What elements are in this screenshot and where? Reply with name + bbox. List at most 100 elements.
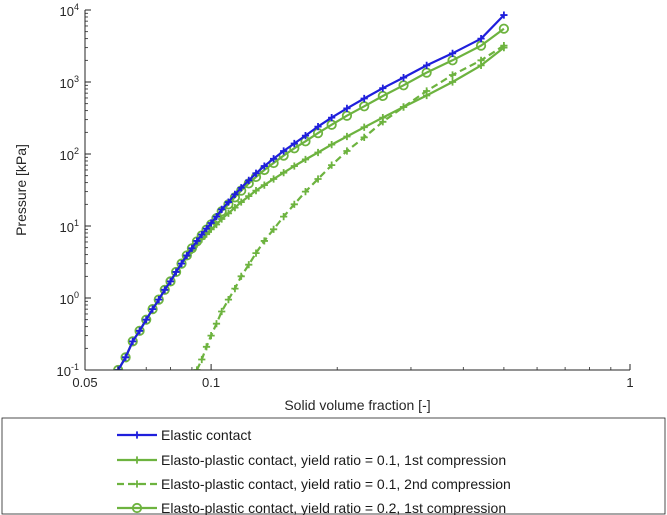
data-point [343, 132, 351, 141]
data-point [202, 343, 211, 351]
data-point [500, 11, 508, 19]
data-point [423, 91, 431, 100]
data-point [120, 352, 131, 363]
legend-item-1: Elastic contact [117, 427, 251, 443]
data-point [245, 192, 253, 200]
x-tick-label: 1 [626, 375, 633, 390]
data-point [270, 175, 278, 183]
data-point [224, 198, 233, 206]
data-point [448, 49, 457, 57]
data-point [260, 162, 268, 170]
data-point [477, 35, 485, 43]
data-point [280, 169, 288, 177]
data-point [245, 261, 253, 269]
data-point [218, 307, 226, 316]
y-tick-label: 100 [60, 290, 79, 307]
legend-marker [133, 480, 141, 488]
legend: Elastic contact Elasto-plastic contact, y… [1, 417, 666, 515]
data-point [129, 337, 137, 345]
y-tick-label: 102 [60, 146, 79, 163]
data-point [224, 296, 233, 304]
data-point [280, 213, 288, 221]
legend-marker [131, 502, 143, 514]
data-point [301, 132, 310, 140]
x-axis-title: Solid volume fraction [-] [284, 397, 430, 413]
legend-item-4: Elasto-plastic contact, yield ratio = 0.… [117, 500, 506, 515]
data-point [183, 251, 191, 260]
data-point [202, 225, 211, 233]
data-point [176, 258, 187, 269]
legend-label: Elasto-plastic contact, yield ratio = 0.… [161, 500, 506, 515]
data-point [134, 325, 145, 336]
data-point [212, 220, 221, 229]
y-tick-label: 103 [60, 74, 79, 91]
data-point [207, 219, 215, 227]
y-tick-label: 104 [60, 2, 79, 19]
data-point [343, 104, 351, 112]
data-point [177, 260, 186, 268]
data-point [423, 61, 431, 70]
data-point [477, 61, 485, 70]
series-layer [113, 11, 509, 370]
legend-label: Elasto-plastic contact, yield ratio = 0.… [161, 452, 506, 468]
data-point [360, 123, 368, 131]
data-point [165, 276, 176, 287]
data-point [155, 296, 163, 304]
data-point [314, 123, 322, 131]
data-point [171, 266, 182, 278]
legend-item-3: Elasto-plastic contact, yield ratio = 0.… [117, 476, 511, 492]
data-point [212, 320, 221, 328]
data-point [379, 84, 387, 92]
data-point [399, 103, 408, 111]
data-point [290, 139, 298, 148]
data-point [379, 114, 387, 122]
y-tick-base: 10 [60, 220, 74, 235]
y-tick-label: 101 [60, 218, 79, 235]
y-tick-exponent: -1 [71, 362, 79, 372]
data-point [153, 294, 164, 305]
data-point [188, 244, 196, 252]
data-point [245, 176, 253, 184]
x-tick-label: 0.05 [72, 375, 97, 390]
data-point [328, 114, 336, 122]
data-point [212, 213, 221, 221]
x-tick-label: 0.1 [202, 375, 220, 390]
data-point [166, 277, 175, 286]
legend-box [1, 417, 666, 515]
y-tick-base: 10 [60, 76, 74, 91]
data-point [161, 286, 169, 294]
data-point [135, 327, 144, 335]
data-point [127, 336, 138, 347]
data-point [252, 187, 260, 195]
data-point [231, 285, 239, 293]
data-point [270, 225, 278, 233]
data-point [198, 230, 206, 239]
data-point [207, 332, 215, 340]
data-point [193, 366, 201, 370]
data-point [159, 284, 170, 295]
data-point [498, 23, 509, 34]
data-point [198, 355, 206, 364]
data-point [147, 304, 158, 315]
legend-label: Elasto-plastic contact, yield ratio = 0.… [161, 476, 511, 492]
data-point [343, 147, 351, 155]
data-point [448, 78, 457, 86]
data-point [448, 71, 457, 79]
data-point [141, 314, 152, 325]
data-point [500, 44, 508, 52]
data-point [270, 155, 278, 163]
data-point [280, 147, 288, 155]
data-point [328, 161, 336, 169]
data-point [237, 272, 245, 280]
data-point [301, 188, 310, 196]
data-point [360, 133, 368, 142]
legend-marker [133, 456, 141, 464]
data-point [252, 249, 260, 257]
data-point [172, 268, 180, 276]
data-point [121, 353, 130, 361]
y-tick-base: 10 [57, 364, 71, 379]
y-axis-title: Pressure [kPa] [13, 144, 29, 236]
data-point [399, 74, 408, 82]
